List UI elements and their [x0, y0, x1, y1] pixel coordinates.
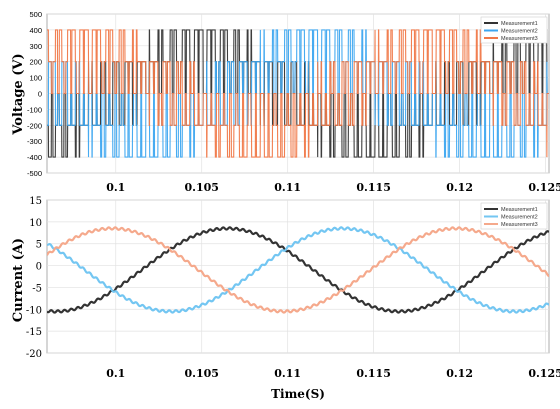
x-tick-label: 0.11 — [274, 367, 301, 380]
x-tick-label: 0.12 — [446, 181, 473, 194]
y-tick-label: 15 — [29, 196, 42, 207]
current-series-3 — [47, 226, 549, 314]
y-tick-label: 5 — [36, 240, 42, 251]
current-series-1 — [47, 226, 549, 314]
y-tick-label: 500 — [29, 10, 42, 19]
x-tick-label: 0.125 — [528, 181, 560, 194]
y-tick-label: 0 — [38, 90, 42, 99]
current-series-group — [47, 226, 549, 314]
legend-label: Measurement1 — [501, 21, 538, 27]
y-tick-label: -400 — [27, 153, 42, 162]
voltage-y-axis-label: Voltage (V) — [11, 53, 26, 135]
legend-label: Measurement3 — [501, 222, 538, 228]
y-tick-label: -10 — [26, 305, 42, 316]
x-tick-label: 0.115 — [356, 181, 390, 194]
y-tick-label: -300 — [27, 137, 42, 146]
y-tick-label: 400 — [29, 26, 42, 35]
x-tick-label: 0.11 — [274, 181, 301, 194]
y-tick-label: -15 — [26, 327, 42, 338]
voltage-panel: 500 400 300 200 100 0 -100 -200 -300 -400 -500 0.1… — [11, 10, 560, 194]
current-grid — [47, 199, 549, 354]
voltage-series-group — [47, 29, 549, 158]
y-tick-label: -20 — [26, 349, 42, 360]
legend-label: Measurement1 — [501, 207, 538, 213]
current-series-2 — [47, 226, 549, 314]
x-tick-label: 0.1 — [106, 181, 125, 194]
x-tick-label: 0.105 — [184, 367, 218, 380]
x-tick-label: 0.115 — [356, 367, 390, 380]
voltage-y-ticks: 500 400 300 200 100 0 -100 -200 -300 -400 -500 — [27, 10, 42, 178]
y-tick-label: 0 — [36, 262, 42, 273]
current-y-axis-label: Current (A) — [11, 238, 26, 322]
y-tick-label: -5 — [32, 283, 42, 294]
y-tick-label: 100 — [29, 74, 42, 83]
y-tick-label: -100 — [27, 105, 42, 114]
current-y-ticks: 15 10 5 0 -5 -10 -15 -20 — [26, 196, 42, 360]
y-tick-label: 300 — [29, 42, 42, 51]
legend-label: Measurement2 — [501, 215, 538, 221]
y-tick-label: 200 — [29, 58, 42, 67]
voltage-series-3 — [47, 29, 549, 158]
x-tick-label: 0.1 — [106, 367, 125, 380]
y-tick-label: 10 — [29, 218, 42, 229]
x-tick-label: 0.12 — [446, 367, 473, 380]
legend-label: Measurement3 — [501, 36, 538, 42]
voltage-x-ticks: 0.1 0.105 0.11 0.115 0.12 0.125 — [106, 181, 560, 194]
x-tick-label: 0.125 — [528, 367, 560, 380]
current-x-ticks: 0.1 0.105 0.11 0.115 0.12 0.125 — [106, 367, 560, 380]
y-tick-label: -500 — [27, 169, 42, 178]
x-tick-label: 0.105 — [184, 181, 218, 194]
y-tick-label: -200 — [27, 121, 42, 130]
current-x-axis-label: Time(S) — [271, 387, 325, 401]
legend-label: Measurement2 — [501, 29, 538, 35]
